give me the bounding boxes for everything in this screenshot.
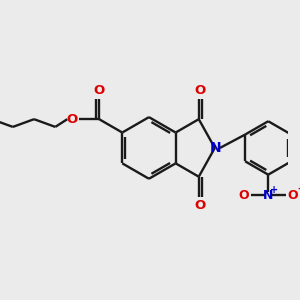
Text: O: O bbox=[94, 84, 105, 97]
Text: O: O bbox=[238, 189, 249, 202]
Text: N: N bbox=[263, 189, 273, 202]
Text: O: O bbox=[194, 84, 206, 97]
Text: -: - bbox=[298, 184, 300, 194]
Text: O: O bbox=[194, 199, 206, 212]
Text: +: + bbox=[270, 185, 278, 195]
Text: N: N bbox=[210, 141, 222, 155]
Text: O: O bbox=[288, 189, 298, 202]
Text: O: O bbox=[67, 113, 78, 126]
